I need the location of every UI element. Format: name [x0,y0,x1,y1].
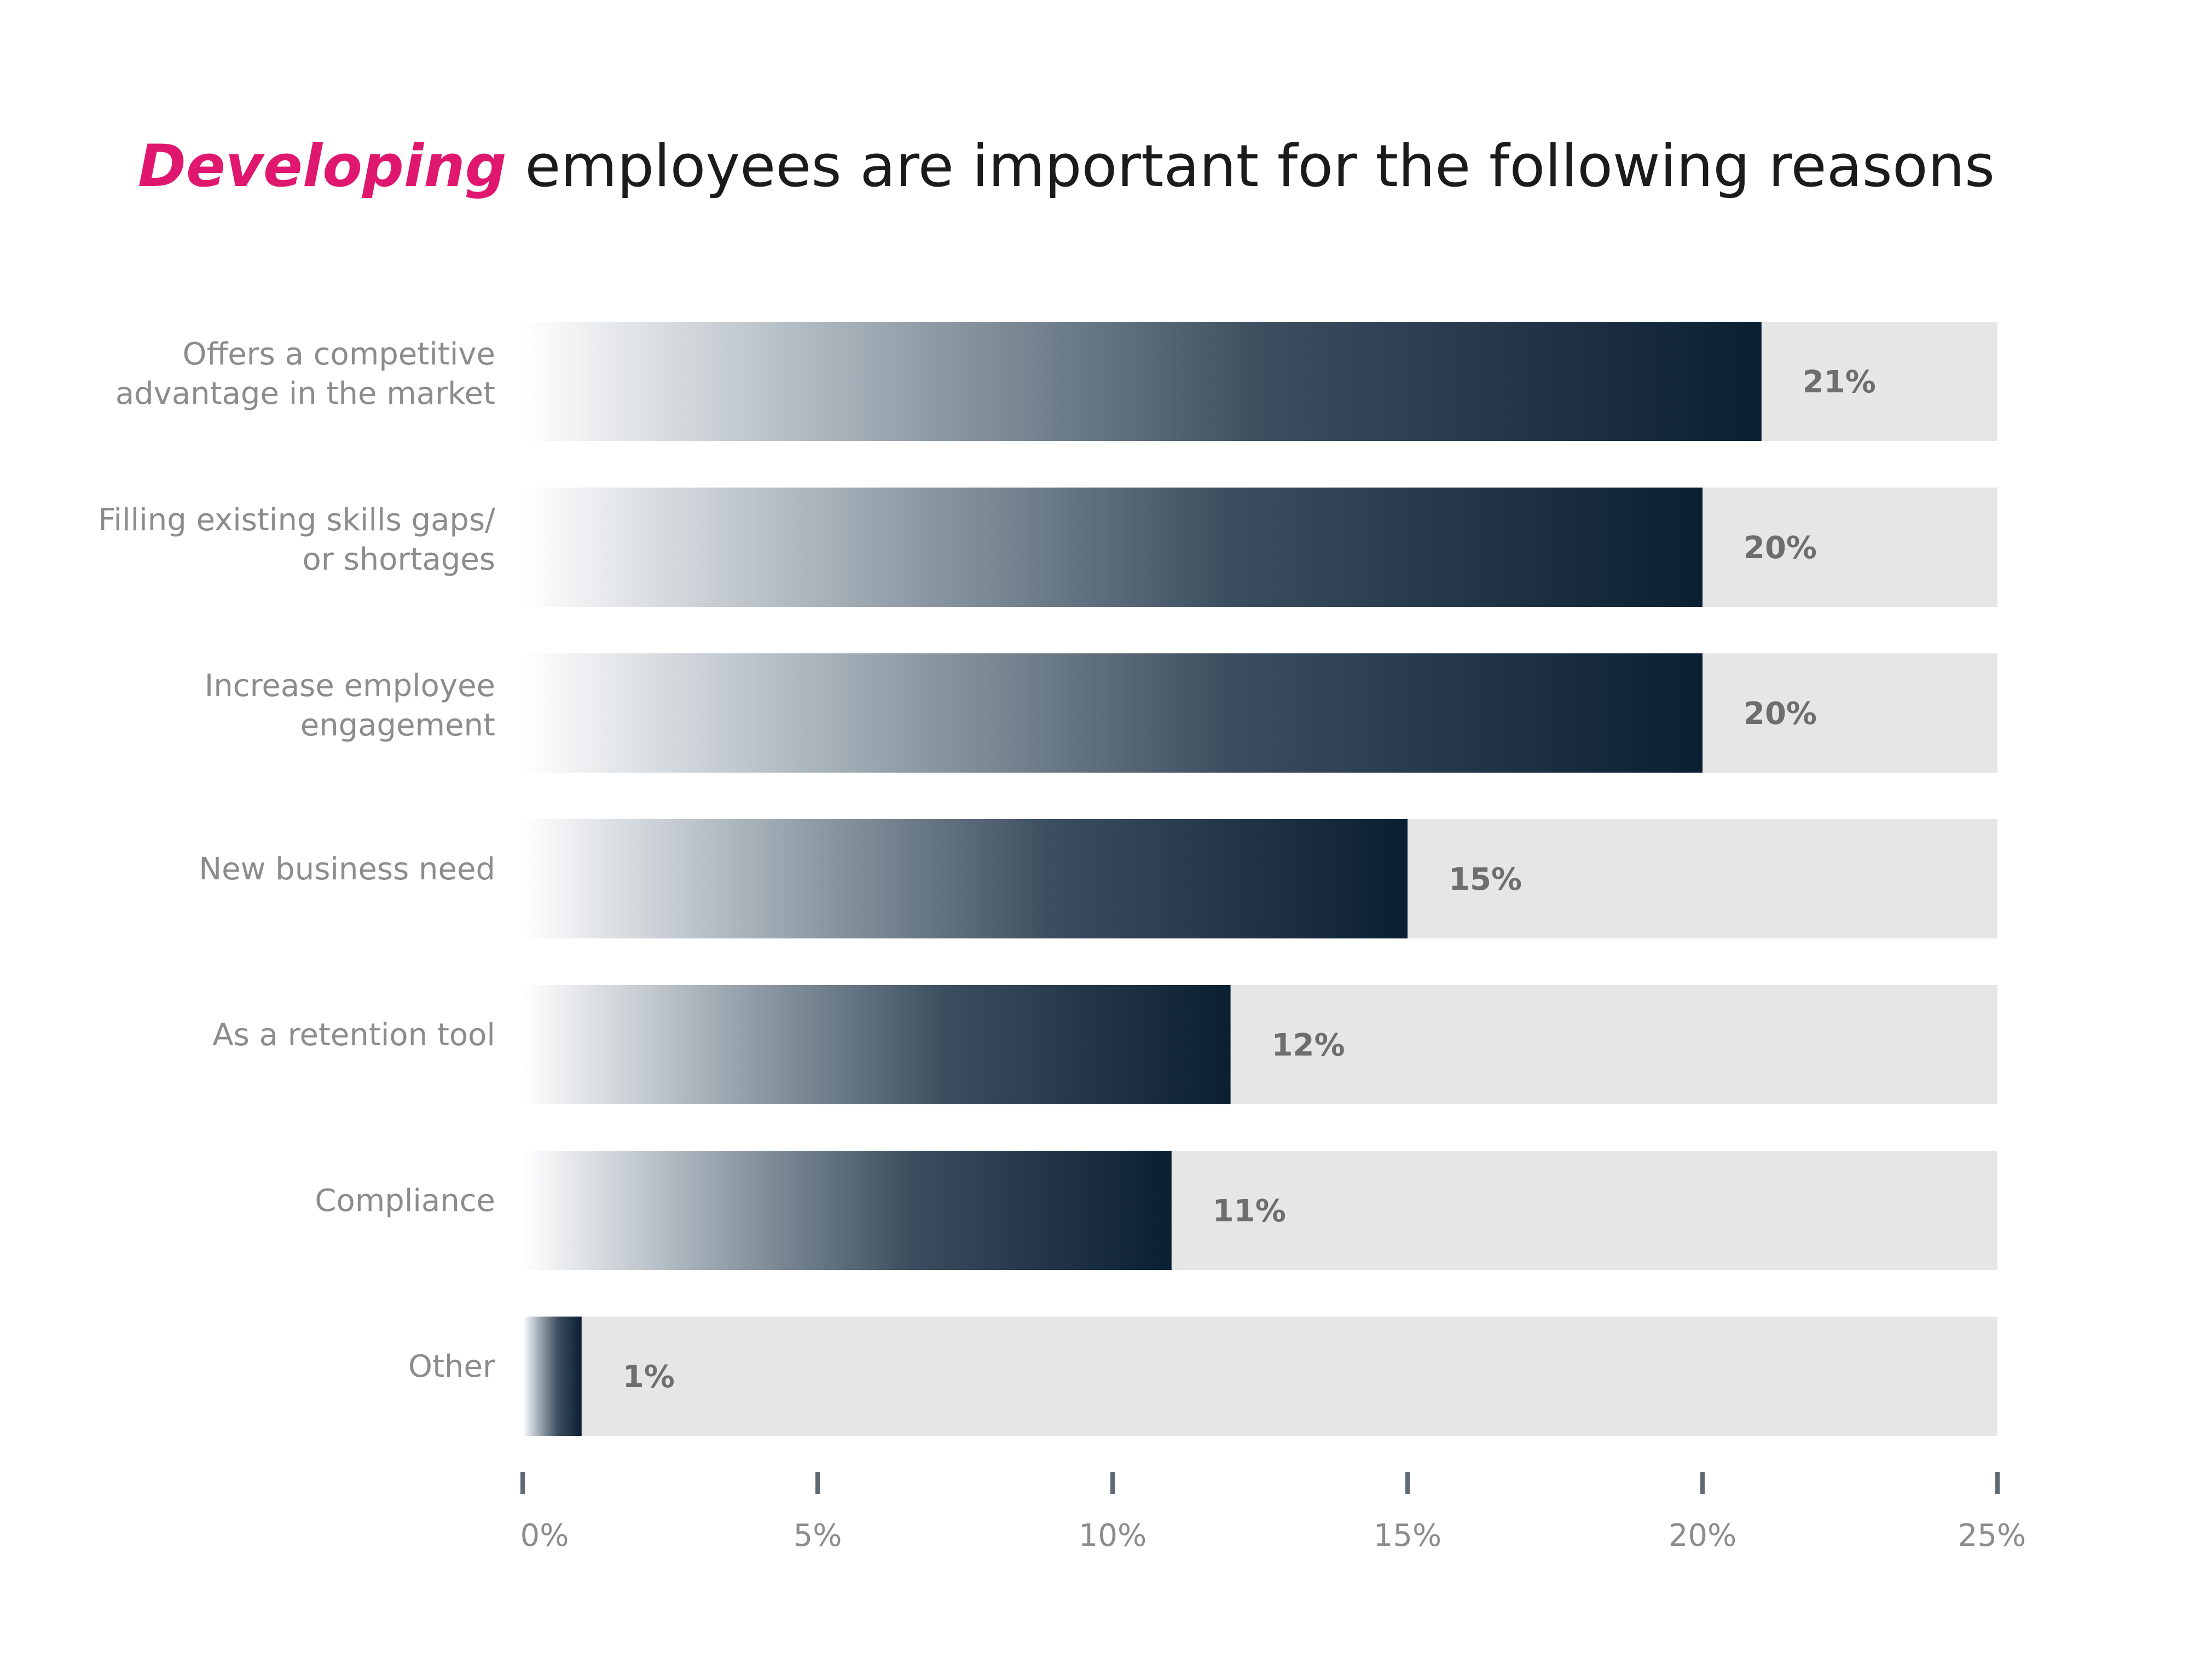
chart-title-rest: employees are important for the followin… [507,132,1995,200]
category-label: Other [408,1349,496,1384]
category-label: Offers a competitive advantage in the mar… [115,337,495,411]
x-tick-label: 5% [794,1518,842,1553]
chart-title: Developing employees are important for t… [138,132,1995,200]
bar [523,985,1231,1104]
category-label: New business need [199,851,495,887]
bar-track [523,1317,1997,1436]
bar-row: 11% Compliance [315,1151,1997,1270]
value-label: 1% [623,1359,675,1395]
bar-row: 15% New business need [199,819,1997,938]
value-label: 12% [1272,1028,1345,1063]
category-label: Increase employee engagement [205,668,495,743]
value-label: 21% [1803,364,1876,400]
value-label: 20% [1744,696,1817,732]
chart-title-highlight: Developing [138,132,507,200]
x-tick-label: 10% [1079,1518,1146,1553]
bar-row: 20% Filling existing skills gaps/or short… [98,488,1997,607]
category-label: Filling existing skills gaps/or shortage… [98,502,495,577]
value-label: 20% [1744,530,1817,566]
category-label: Compliance [315,1183,495,1219]
bar [523,1151,1172,1270]
value-label: 11% [1213,1193,1286,1229]
x-tick-label: 25% [1958,1518,2026,1553]
category-label: As a retention tool [212,1017,495,1053]
bar [523,653,1703,773]
bar-row: 21% Offers a competitive advantage in the … [115,322,1997,441]
bar-row: 1% Other [408,1317,1997,1436]
bar-row: 20% Increase employee engagement [205,653,1997,773]
x-tick-label: 20% [1669,1518,1736,1553]
bar [523,819,1408,938]
bar [523,322,1762,441]
bar-rows: 21% Offers a competitive advantage in the … [98,322,1997,1436]
value-label: 15% [1449,862,1522,897]
bar-row: 12% As a retention tool [212,985,1997,1104]
bar [523,1317,582,1436]
x-tick-label: 0% [520,1518,569,1553]
x-tick-label: 15% [1374,1518,1441,1553]
x-axis: 0% 5% 10% 15% 20% 25% [520,1472,2026,1553]
bar [523,488,1703,607]
